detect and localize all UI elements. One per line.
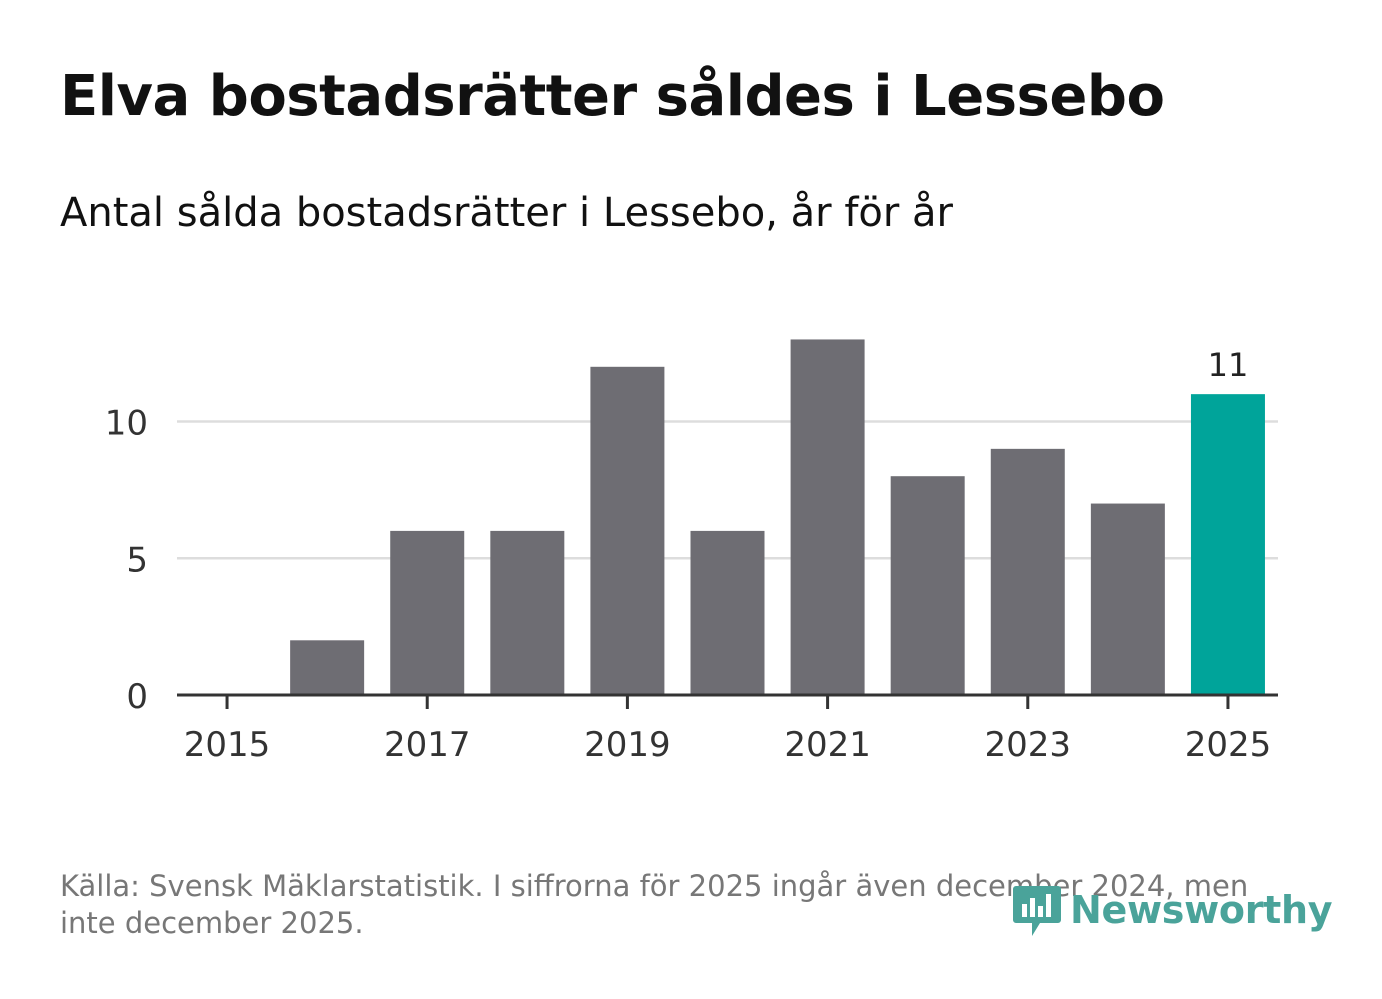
chart-subtitle: Antal sålda bostadsrätter i Lessebo, år … xyxy=(60,190,953,236)
bar-2017 xyxy=(390,530,465,695)
bar-2025 xyxy=(1190,394,1265,695)
x-tick-label-2019: 2019 xyxy=(584,725,671,765)
data-label-2025: 11 xyxy=(1208,346,1249,384)
bar-2023 xyxy=(990,448,1065,695)
y-tick-label-5: 5 xyxy=(126,540,148,580)
bar-2022 xyxy=(890,476,965,695)
logo-text: Newsworthy xyxy=(1070,888,1333,932)
bars xyxy=(290,339,1265,695)
axes xyxy=(177,693,1278,709)
newsworthy-logo: Newsworthy xyxy=(1012,880,1333,940)
newsworthy-bar-chart-icon xyxy=(1013,886,1061,936)
y-tick-label-0: 0 xyxy=(126,677,148,717)
y-tick-label-10: 10 xyxy=(105,404,148,444)
labels: 0 5 10 11 2015 2017 2019 2021 2023 2025 xyxy=(105,346,1271,765)
x-tick-label-2021: 2021 xyxy=(784,725,871,765)
bar-2021 xyxy=(790,339,865,695)
chart-title: Elva bostadsrätter såldes i Lessebo xyxy=(60,64,1165,129)
bar-2024 xyxy=(1090,503,1165,695)
x-tick-label-2017: 2017 xyxy=(384,725,471,765)
x-tick-label-2025: 2025 xyxy=(1185,725,1272,765)
bar-2019 xyxy=(590,366,665,695)
bar-2018 xyxy=(490,530,565,695)
bar-2016 xyxy=(290,640,365,695)
x-tick-label-2023: 2023 xyxy=(985,725,1072,765)
x-tick-label-2015: 2015 xyxy=(184,725,271,765)
bar-2020 xyxy=(690,530,765,695)
